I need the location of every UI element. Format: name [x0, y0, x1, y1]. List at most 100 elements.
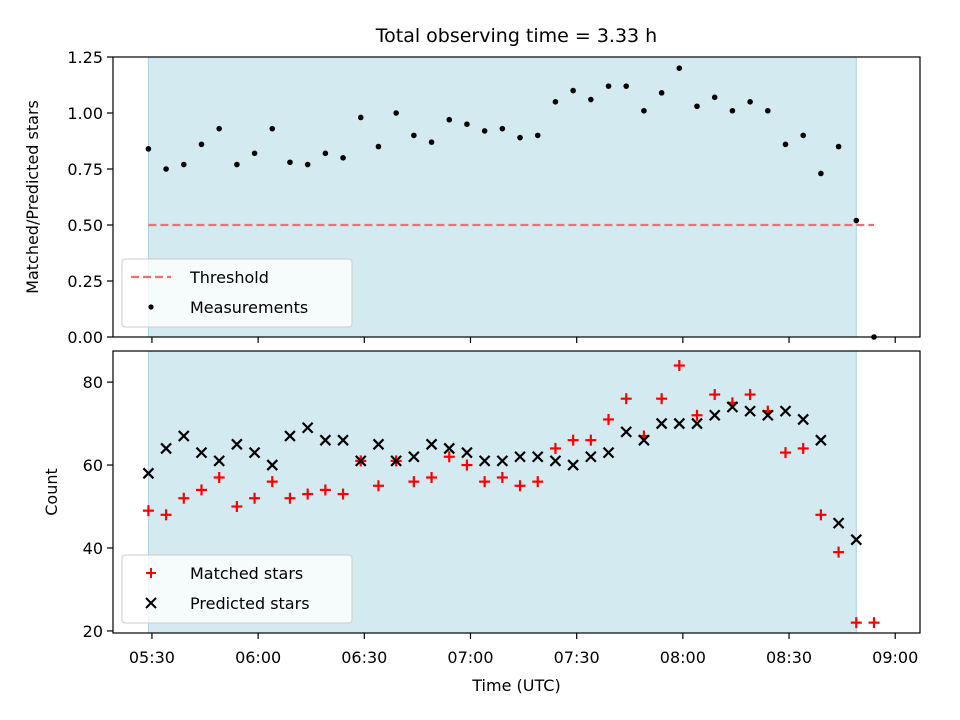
predicted-star-point — [213, 455, 225, 467]
matched-star-point — [850, 617, 862, 629]
measurement-point — [747, 99, 753, 105]
matched-star-point — [691, 409, 703, 421]
predicted-star-point — [549, 455, 562, 467]
matched-star-point — [319, 484, 331, 496]
top-y-tick-label: 0.25 — [67, 272, 103, 291]
matched-legend-swatch — [146, 568, 156, 578]
measurement-point — [234, 161, 240, 168]
matched-star-point — [266, 476, 278, 488]
bottom-plot-frame — [112, 350, 921, 634]
x-tick-label: 09:00 — [872, 648, 918, 667]
matched-star-point — [160, 509, 172, 521]
measurement-point — [464, 121, 470, 127]
matched-star-point — [372, 480, 384, 492]
measurement-point — [287, 159, 293, 166]
measurement-point — [216, 125, 222, 132]
measurement-point — [605, 83, 612, 89]
predicted-star-point — [266, 459, 279, 471]
bottom-x-ticks: 05:30 06:00 06:30 07:00 07:30 08:00 08:30 09:00 — [129, 633, 918, 667]
matched-star-point — [426, 471, 438, 483]
measurement-point — [517, 134, 523, 141]
predicted-star-point — [708, 409, 721, 422]
bottom-legend-box — [121, 554, 353, 624]
matched-star-point — [532, 476, 544, 488]
bottom-y-ticks: 20 40 60 80 — [83, 373, 113, 641]
matched-star-point — [620, 393, 632, 405]
predicted-star-point — [248, 446, 261, 459]
top-y-tick-label: 1.00 — [67, 104, 103, 123]
measurement-point — [835, 143, 842, 150]
bottom-y-tick-label: 60 — [83, 456, 103, 475]
measurement-point — [180, 161, 187, 168]
matched-star-point — [797, 442, 809, 454]
predicted-star-point — [797, 413, 809, 426]
matched-star-point — [195, 484, 207, 496]
measurement-point — [481, 128, 488, 134]
predicted-star-point — [655, 417, 668, 430]
top-y-tick-label: 0.00 — [67, 328, 103, 347]
x-tick-label: 07:00 — [447, 648, 493, 667]
measurement-point — [729, 107, 736, 114]
matched-star-point — [833, 546, 845, 558]
bottom-legend: Matched stars Predicted stars — [121, 554, 353, 624]
predicted-star-point — [815, 434, 827, 446]
predicted-star-point — [337, 434, 349, 446]
matched-star-point — [815, 509, 827, 521]
predicted-star-point — [762, 409, 774, 422]
bottom-y-tick-label: 80 — [83, 373, 103, 392]
measurement-point — [304, 161, 311, 168]
matched-star-point — [461, 459, 473, 471]
matched-star-point — [337, 488, 349, 500]
matched-star-point — [249, 492, 261, 504]
top-y-tick-label: 1.25 — [67, 48, 103, 67]
top-panel: 0.00 0.25 0.50 0.75 1.00 1.25 Matched/Predict… — [23, 48, 921, 347]
measurement-point — [658, 90, 665, 96]
matched-star-point — [585, 434, 597, 446]
measurement-point — [446, 116, 453, 123]
measurement-point — [375, 143, 382, 150]
top-plot-frame — [112, 56, 921, 338]
matched-star-point — [178, 492, 190, 504]
measurement-point — [765, 107, 771, 114]
top-measurements — [145, 65, 877, 340]
x-axis-label: Time (UTC) — [471, 676, 560, 695]
measurement-point — [588, 96, 594, 103]
matched-star-point — [142, 505, 154, 517]
matched-stars-series — [142, 360, 880, 629]
predicted-star-point — [160, 442, 172, 455]
matched-star-point — [231, 501, 243, 513]
matched-star-point — [302, 488, 314, 500]
predicted-star-point — [284, 430, 296, 442]
matched-star-point — [284, 492, 296, 504]
predicted-star-point — [620, 426, 633, 438]
matched-star-point — [709, 389, 721, 401]
matched-legend-label: Matched stars — [190, 564, 303, 583]
matched-star-point — [213, 471, 225, 483]
measurement-point — [251, 150, 258, 157]
predicted-star-point — [514, 450, 526, 463]
predicted-star-point — [531, 450, 544, 463]
matched-star-point — [496, 471, 508, 483]
predicted-star-point — [567, 459, 579, 471]
predicted-star-point — [319, 434, 332, 446]
measurement-point — [711, 94, 718, 101]
x-tick-label: 08:30 — [766, 648, 812, 667]
top-legend: Threshold Measurements — [121, 258, 353, 328]
predicted-star-point — [142, 467, 155, 480]
measurements-legend-swatch — [148, 304, 154, 310]
predicted-star-point — [354, 455, 367, 467]
predicted-star-point — [832, 517, 845, 529]
predicted-star-point — [779, 405, 792, 417]
top-y-ticks: 0.00 0.25 0.50 0.75 1.00 1.25 — [67, 48, 113, 347]
measurements-legend-label: Measurements — [190, 298, 308, 317]
matched-star-point — [549, 442, 561, 454]
x-tick-label: 07:30 — [554, 648, 600, 667]
measurement-point — [853, 217, 860, 224]
x-tick-label: 08:00 — [660, 648, 706, 667]
predicted-legend-swatch — [145, 597, 157, 609]
predicted-star-point — [726, 401, 739, 413]
measurement-point — [393, 110, 399, 116]
predicted-star-point — [443, 442, 456, 455]
measurement-point — [411, 132, 417, 139]
